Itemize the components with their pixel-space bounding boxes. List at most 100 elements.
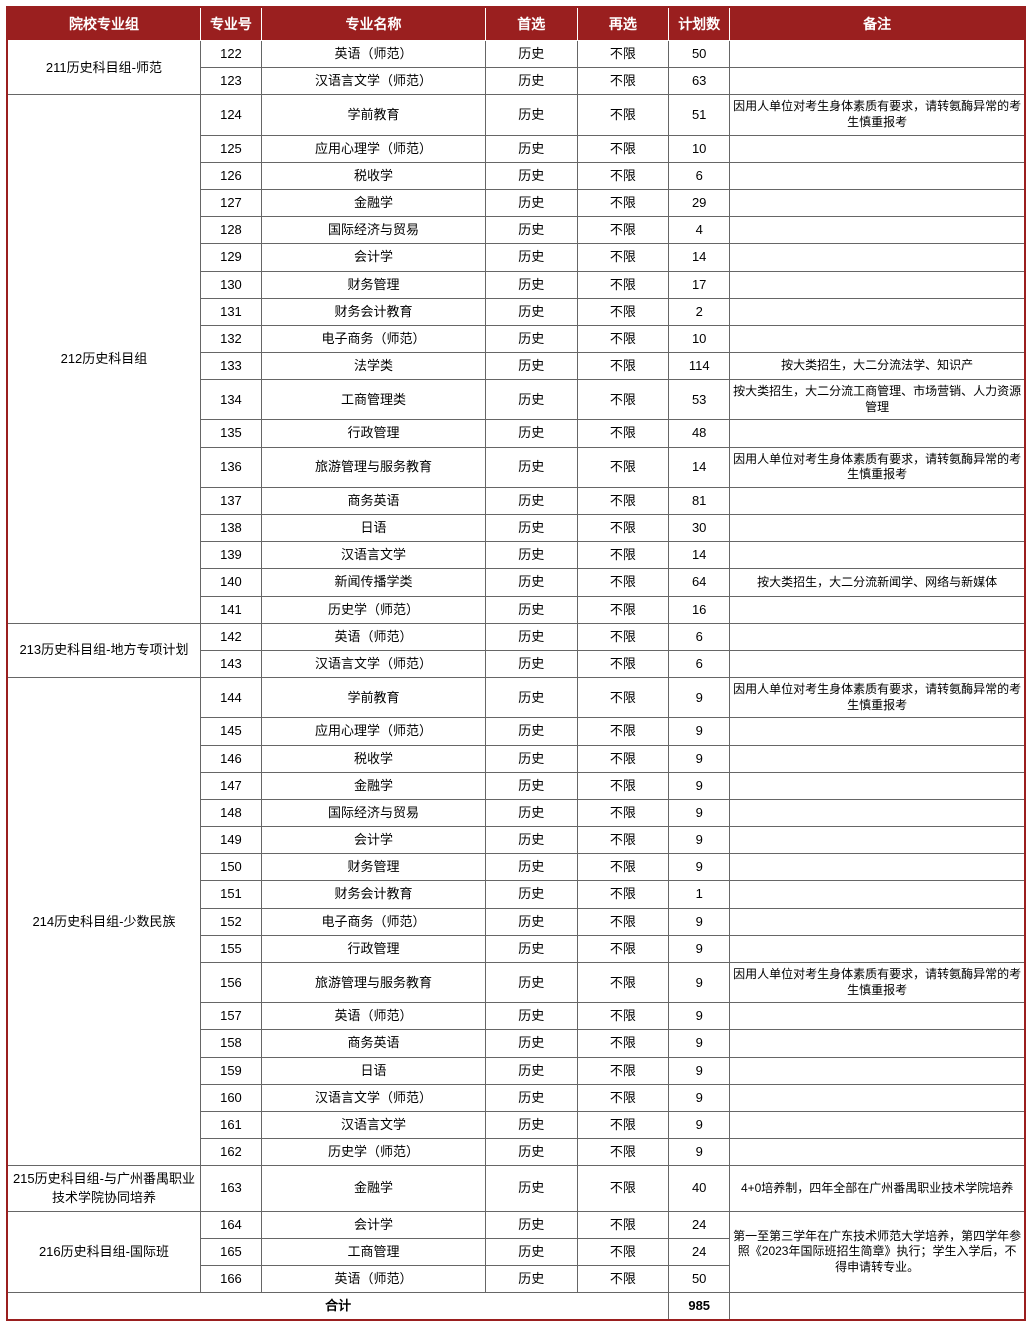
first-choice-cell: 历史 (485, 1166, 577, 1211)
name-cell: 国际经济与贸易 (261, 799, 485, 826)
plan-cell: 40 (669, 1166, 730, 1211)
name-cell: 历史学（师范） (261, 1139, 485, 1166)
code-cell: 149 (200, 827, 261, 854)
remark-cell (730, 1057, 1025, 1084)
total-row: 合计985 (7, 1293, 1025, 1321)
second-choice-cell: 不限 (577, 380, 669, 420)
first-choice-cell: 历史 (485, 1111, 577, 1138)
first-choice-cell: 历史 (485, 380, 577, 420)
first-choice-cell: 历史 (485, 162, 577, 189)
first-choice-cell: 历史 (485, 135, 577, 162)
second-choice-cell: 不限 (577, 678, 669, 718)
plan-cell: 9 (669, 935, 730, 962)
second-choice-cell: 不限 (577, 162, 669, 189)
code-cell: 144 (200, 678, 261, 718)
first-choice-cell: 历史 (485, 745, 577, 772)
name-cell: 会计学 (261, 244, 485, 271)
plan-cell: 50 (669, 41, 730, 68)
first-choice-cell: 历史 (485, 881, 577, 908)
second-choice-cell: 不限 (577, 569, 669, 596)
remark-cell (730, 827, 1025, 854)
group-cell: 212历史科目组 (7, 95, 200, 623)
group-cell: 215历史科目组-与广州番禺职业技术学院协同培养 (7, 1166, 200, 1211)
name-cell: 工商管理类 (261, 380, 485, 420)
plan-cell: 9 (669, 799, 730, 826)
code-cell: 156 (200, 963, 261, 1003)
code-cell: 161 (200, 1111, 261, 1138)
second-choice-cell: 不限 (577, 244, 669, 271)
code-cell: 166 (200, 1266, 261, 1293)
code-cell: 162 (200, 1139, 261, 1166)
remark-cell: 按大类招生，大二分流法学、知识产 (730, 353, 1025, 380)
plan-cell: 29 (669, 189, 730, 216)
code-cell: 152 (200, 908, 261, 935)
remark-cell (730, 41, 1025, 68)
second-choice-cell: 不限 (577, 1111, 669, 1138)
name-cell: 汉语言文学（师范） (261, 650, 485, 677)
second-choice-cell: 不限 (577, 650, 669, 677)
first-choice-cell: 历史 (485, 271, 577, 298)
name-cell: 法学类 (261, 353, 485, 380)
name-cell: 应用心理学（师范） (261, 718, 485, 745)
remark-cell (730, 881, 1025, 908)
remark-cell: 4+0培养制，四年全部在广州番禺职业技术学院培养 (730, 1166, 1025, 1211)
remark-cell (730, 162, 1025, 189)
second-choice-cell: 不限 (577, 68, 669, 95)
code-cell: 127 (200, 189, 261, 216)
plan-cell: 9 (669, 1084, 730, 1111)
plan-cell: 9 (669, 1057, 730, 1084)
code-cell: 151 (200, 881, 261, 908)
second-choice-cell: 不限 (577, 963, 669, 1003)
code-cell: 142 (200, 623, 261, 650)
first-choice-cell: 历史 (485, 678, 577, 718)
plan-cell: 53 (669, 380, 730, 420)
remark-cell (730, 1003, 1025, 1030)
plan-cell: 9 (669, 1003, 730, 1030)
name-cell: 金融学 (261, 1166, 485, 1211)
second-choice-cell: 不限 (577, 298, 669, 325)
remark-cell (730, 217, 1025, 244)
second-choice-cell: 不限 (577, 596, 669, 623)
second-choice-cell: 不限 (577, 353, 669, 380)
remark-cell (730, 596, 1025, 623)
col-header-remark: 备注 (730, 7, 1025, 41)
remark-cell (730, 854, 1025, 881)
first-choice-cell: 历史 (485, 515, 577, 542)
first-choice-cell: 历史 (485, 935, 577, 962)
total-remark-blank (730, 1293, 1025, 1321)
remark-cell: 因用人单位对考生身体素质有要求，请转氨酶异常的考生慎重报考 (730, 447, 1025, 487)
first-choice-cell: 历史 (485, 963, 577, 1003)
group-cell: 214历史科目组-少数民族 (7, 678, 200, 1166)
name-cell: 汉语言文学（师范） (261, 1084, 485, 1111)
name-cell: 财务管理 (261, 854, 485, 881)
second-choice-cell: 不限 (577, 1166, 669, 1211)
code-cell: 148 (200, 799, 261, 826)
plan-cell: 6 (669, 650, 730, 677)
total-label: 合计 (7, 1293, 669, 1321)
code-cell: 164 (200, 1211, 261, 1238)
remark-cell (730, 908, 1025, 935)
remark-cell (730, 772, 1025, 799)
plan-cell: 10 (669, 325, 730, 352)
second-choice-cell: 不限 (577, 1003, 669, 1030)
remark-cell (730, 1030, 1025, 1057)
code-cell: 133 (200, 353, 261, 380)
first-choice-cell: 历史 (485, 189, 577, 216)
second-choice-cell: 不限 (577, 1030, 669, 1057)
remark-cell: 按大类招生，大二分流工商管理、市场营销、人力资源管理 (730, 380, 1025, 420)
second-choice-cell: 不限 (577, 325, 669, 352)
plan-cell: 9 (669, 908, 730, 935)
remark-cell (730, 271, 1025, 298)
name-cell: 商务英语 (261, 1030, 485, 1057)
plan-cell: 9 (669, 745, 730, 772)
second-choice-cell: 不限 (577, 799, 669, 826)
remark-cell (730, 745, 1025, 772)
plan-cell: 114 (669, 353, 730, 380)
second-choice-cell: 不限 (577, 1057, 669, 1084)
second-choice-cell: 不限 (577, 135, 669, 162)
plan-cell: 63 (669, 68, 730, 95)
first-choice-cell: 历史 (485, 799, 577, 826)
first-choice-cell: 历史 (485, 1238, 577, 1265)
second-choice-cell: 不限 (577, 271, 669, 298)
code-cell: 139 (200, 542, 261, 569)
